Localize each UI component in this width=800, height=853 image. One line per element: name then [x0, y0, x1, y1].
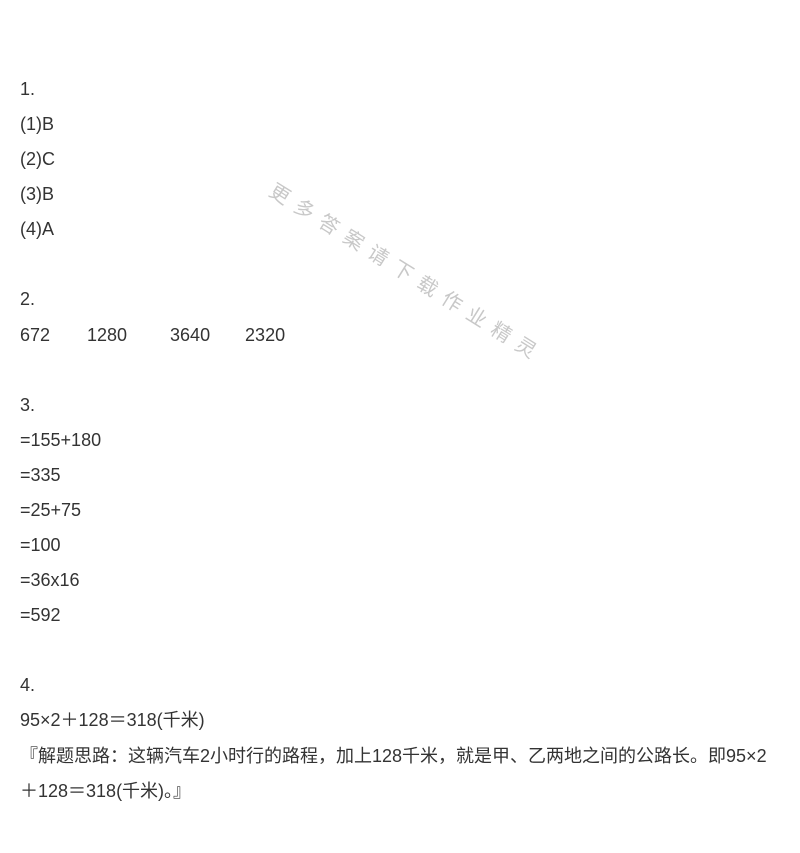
q1-item: (3)B [20, 177, 780, 212]
q3-line: =25+75 [20, 493, 780, 528]
q4-explain: 『解题思路：这辆汽车2小时行的路程，加上128千米，就是甲、乙两地之间的公路长。… [20, 739, 780, 809]
q2-header: 2. [20, 282, 780, 317]
q3-line: =592 [20, 598, 780, 633]
q3-line: =335 [20, 458, 780, 493]
q2-values-row: 672 1280 3640 2320 [20, 318, 780, 353]
q3-line: =36x16 [20, 563, 780, 598]
q1-item: (2)C [20, 142, 780, 177]
q1-header: 1. [20, 72, 780, 107]
spacer [20, 247, 780, 282]
spacer [20, 633, 780, 668]
q3-header: 3. [20, 388, 780, 423]
spacer [20, 353, 780, 388]
q1-item: (1)B [20, 107, 780, 142]
q2-value: 672 [20, 318, 82, 353]
q4-equation: 95×2＋128＝318(千米) [20, 703, 780, 738]
q2-value: 2320 [245, 318, 285, 353]
q1-item: (4)A [20, 212, 780, 247]
q3-line: =100 [20, 528, 780, 563]
q3-line: =155+180 [20, 423, 780, 458]
q2-value: 1280 [87, 318, 165, 353]
q4-header: 4. [20, 668, 780, 703]
q2-value: 3640 [170, 318, 240, 353]
